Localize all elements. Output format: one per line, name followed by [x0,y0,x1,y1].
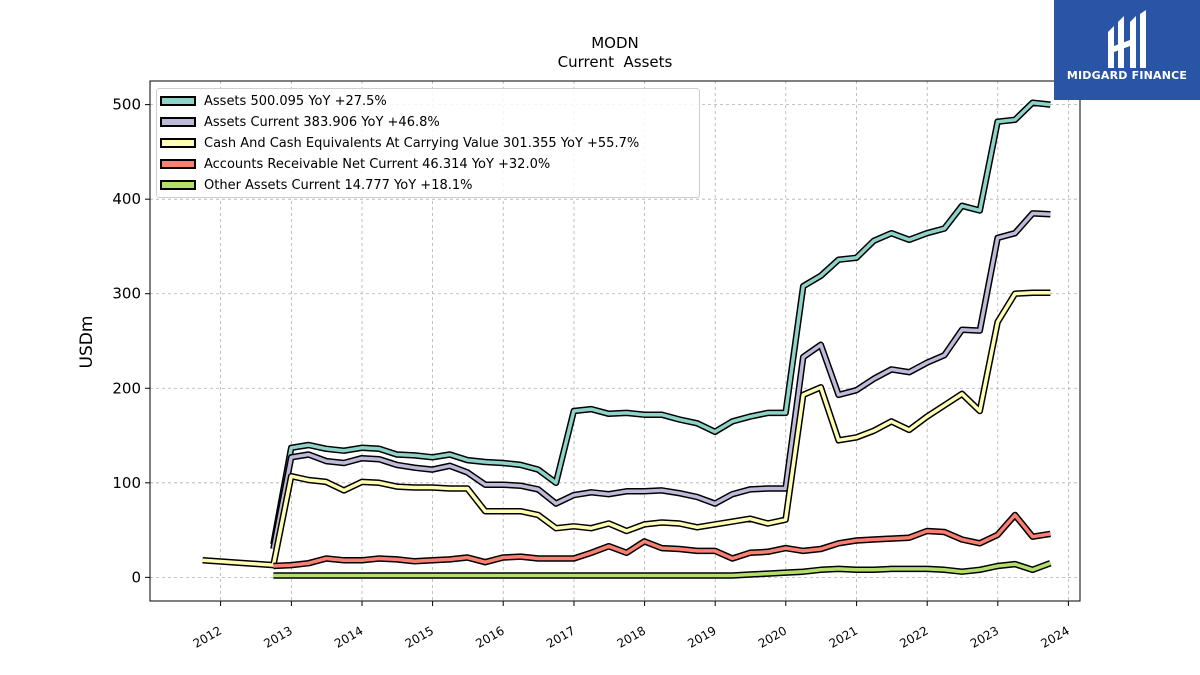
midgard-finance-logo: MIDGARD FINANCE [1054,0,1200,100]
legend-swatch-cash [160,138,196,148]
y-tick-label: 500 [112,96,141,114]
x-tick-label: 2017 [544,623,577,650]
y-axis-label: USDm [77,316,97,369]
y-tick-label: 300 [112,285,141,303]
series-line-other-assets-current [273,561,1052,578]
series-line-assets [271,100,1051,545]
x-tick-label: 2021 [827,623,860,650]
legend-label-receivables: Accounts Receivable Net Current 46.314 Y… [204,156,551,172]
y-axis: 0 100 200 300 400 500 [112,96,150,586]
x-tick-label: 2014 [332,623,365,650]
legend-item-assets-current: Assets Current 383.906 YoY +46.8% [160,112,440,132]
legend-item-assets: Assets 500.095 YoY +27.5% [160,91,387,111]
y-tick-label: 0 [131,568,141,586]
x-tick-label: 2019 [685,623,718,650]
series-line-assets-current [271,211,1051,550]
legend-item-cash: Cash And Cash Equivalents At Carrying Va… [160,133,639,153]
chart-title: MODN [591,34,639,52]
legend-label-other: Other Assets Current 14.777 YoY +18.1% [204,177,473,193]
logo-text: MIDGARD FINANCE [1066,69,1188,82]
legend-swatch-receivables [160,159,196,169]
y-tick-label: 100 [112,474,141,492]
x-tick-label: 2023 [968,623,1001,650]
x-axis: 2012 2013 2014 2015 2016 2017 2018 2019 2020 2021… [191,601,1072,651]
series-line-accounts-receivable-net-current [273,513,1051,568]
x-tick-label: 2012 [191,623,224,650]
y-tick-label: 200 [112,379,141,397]
legend-swatch-assets-current [160,117,196,127]
series-outline-assets-current [270,210,1051,550]
x-tick-label: 2018 [615,623,648,650]
legend-swatch-other [160,180,196,190]
chart-subtitle: Current Assets [558,53,673,71]
series-outline-cash-and-cash-equivalents-at-carrying-value [202,289,1051,569]
x-tick-label: 2020 [756,623,789,650]
x-tick-label: 2013 [261,623,294,650]
x-tick-label: 2022 [897,623,930,650]
legend-label-assets-current: Assets Current 383.906 YoY +46.8% [204,114,440,130]
series-line-cash-and-cash-equivalents-at-carrying-value [202,291,1051,567]
plot-frame [149,80,1081,602]
legend-item-receivables: Accounts Receivable Net Current 46.314 Y… [160,154,550,174]
series-layer [202,99,1052,579]
x-tick-label: 2015 [403,623,436,650]
logo-mark-icon [1108,10,1146,68]
legend-swatch-assets [160,96,196,106]
legend-item-other: Other Assets Current 14.777 YoY +18.1% [160,175,473,195]
legend: Assets 500.095 YoY +27.5% Assets Current… [156,88,700,198]
y-tick-label: 400 [112,190,141,208]
legend-label-assets: Assets 500.095 YoY +27.5% [204,93,387,109]
legend-label-cash: Cash And Cash Equivalents At Carrying Va… [204,135,640,151]
x-tick-label: 2016 [473,623,506,650]
x-tick-label: 2024 [1038,623,1071,650]
